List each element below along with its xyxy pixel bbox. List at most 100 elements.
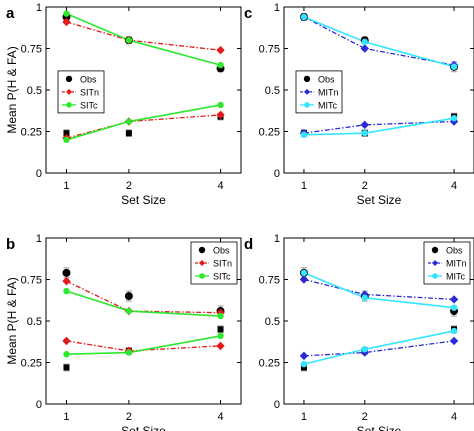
legend-label: Obs [446, 246, 463, 256]
legend-marker-obs [303, 75, 311, 83]
series-point-mitn [299, 275, 309, 284]
chart-panel-a: 0 0.25 0.5 0.75 1 1 2 4 Set Size Mean P(H & FA) a O… [5, 2, 242, 207]
legend-marker-mitn [304, 88, 310, 95]
series-point-sitc [63, 136, 70, 143]
legend-label: MITc [446, 272, 465, 282]
chart-panel-c: 0 0.25 0.5 0.75 1 1 2 4 Set Size c Obs MITn MITc [244, 2, 474, 207]
x-axis-label: Set Size [357, 193, 402, 207]
y-tick-label: 0.5 [27, 316, 42, 328]
series-point-sitc [217, 101, 224, 109]
series-point-sitc [125, 37, 133, 44]
y-tick-label: 0.25 [21, 358, 42, 370]
series-point-mitc [450, 115, 458, 122]
series-point-sitc [217, 61, 224, 69]
legend-label: SITc [213, 272, 231, 282]
legend-box [190, 241, 238, 285]
chart-panel-d: 0 0.25 0.5 0.75 1 1 2 4 Set Size d Obs MITn MITc [244, 233, 474, 431]
x-tick-label: 2 [126, 180, 132, 192]
obs-point [217, 326, 224, 333]
series-point-sitc [63, 351, 70, 358]
legend-marker-sitn [199, 260, 205, 266]
obs-point [124, 292, 133, 301]
y-tick-label: 0.5 [265, 316, 280, 328]
legend-label: Obs [213, 246, 230, 256]
series-line-mitc [303, 330, 455, 365]
series-point-sitc [217, 332, 224, 340]
series-point-sitc [125, 307, 133, 315]
series-point-mitc [300, 269, 308, 277]
y-tick-label: 0.25 [21, 127, 42, 139]
series-point-sitc [217, 312, 224, 320]
x-axis-label: Set Size [357, 424, 402, 431]
legend: Obs MITn MITc [423, 241, 471, 285]
legend-label: MITn [446, 259, 467, 269]
x-tick-label: 4 [217, 180, 223, 192]
x-tick-label: 2 [362, 411, 368, 423]
obs-point [300, 364, 307, 371]
x-tick-label: 1 [301, 411, 307, 423]
legend-marker-sitc [199, 273, 205, 279]
legend-marker-mitn [432, 260, 438, 266]
series-line-sitn [66, 280, 221, 314]
x-tick-label: 4 [451, 411, 457, 423]
y-tick-label: 0 [36, 168, 42, 180]
y-axis-label: Mean P(H & FA) [5, 277, 19, 364]
obs-point [63, 130, 70, 137]
series-line-mitc [303, 117, 455, 136]
y-tick-label: 1 [274, 233, 280, 245]
series-point-sitc [125, 118, 133, 125]
legend-box [295, 70, 343, 114]
y-tick-label: 1 [36, 2, 42, 14]
legend-label: Obs [80, 74, 97, 84]
obs-point [62, 268, 71, 277]
legend-label: SITn [213, 259, 232, 269]
series-point-sitc [63, 10, 70, 17]
series-point-mitc [300, 360, 308, 368]
panel-label: b [6, 236, 15, 253]
series-point-mitn [360, 44, 369, 53]
legend-label: Obs [318, 74, 335, 84]
series-line-mitn [303, 340, 455, 357]
x-tick-label: 4 [217, 411, 223, 423]
legend-marker-mitc [432, 273, 438, 279]
series-point-sitc [125, 349, 133, 356]
legend-label: MITc [318, 100, 337, 110]
y-tick-label: 0.5 [27, 85, 42, 97]
obs-point [125, 130, 132, 137]
y-tick-label: 0.75 [259, 275, 280, 287]
legend-marker-obs [431, 246, 439, 254]
legend-marker-obs [65, 75, 73, 83]
x-tick-label: 2 [362, 180, 368, 192]
series-line-sitc [66, 12, 221, 66]
series-point-sitn [62, 17, 71, 27]
legend-label: MITn [318, 87, 339, 97]
series-point-mitn [449, 295, 459, 304]
panel-label: c [244, 5, 252, 22]
series-point-mitn [360, 120, 369, 130]
legend-box [423, 241, 471, 285]
series-line-mitn [303, 16, 455, 66]
y-axis-label: Mean P(H & FA) [5, 46, 19, 133]
x-axis-label: Set Size [121, 424, 166, 431]
x-tick-label: 4 [451, 180, 457, 192]
series-point-mitc [450, 327, 458, 335]
series-point-sitn [62, 336, 71, 346]
y-tick-label: 0.75 [21, 275, 42, 287]
y-tick-label: 1 [274, 2, 280, 14]
y-tick-label: 0 [36, 399, 42, 411]
legend: Obs MITn MITc [295, 70, 343, 114]
legend-marker-sitn [66, 88, 72, 95]
y-tick-label: 1 [36, 233, 42, 245]
series-point-mitc [300, 13, 308, 21]
y-tick-label: 0.75 [21, 44, 42, 56]
y-tick-label: 0 [274, 168, 280, 180]
series-point-mitc [361, 294, 368, 301]
x-tick-label: 1 [63, 180, 69, 192]
series-point-mitc [361, 346, 368, 353]
legend-box [57, 70, 105, 114]
series-point-mitc [300, 131, 308, 139]
y-tick-label: 0.25 [259, 127, 280, 139]
series-point-sitn [216, 45, 225, 55]
series-line-sitn [66, 21, 221, 51]
